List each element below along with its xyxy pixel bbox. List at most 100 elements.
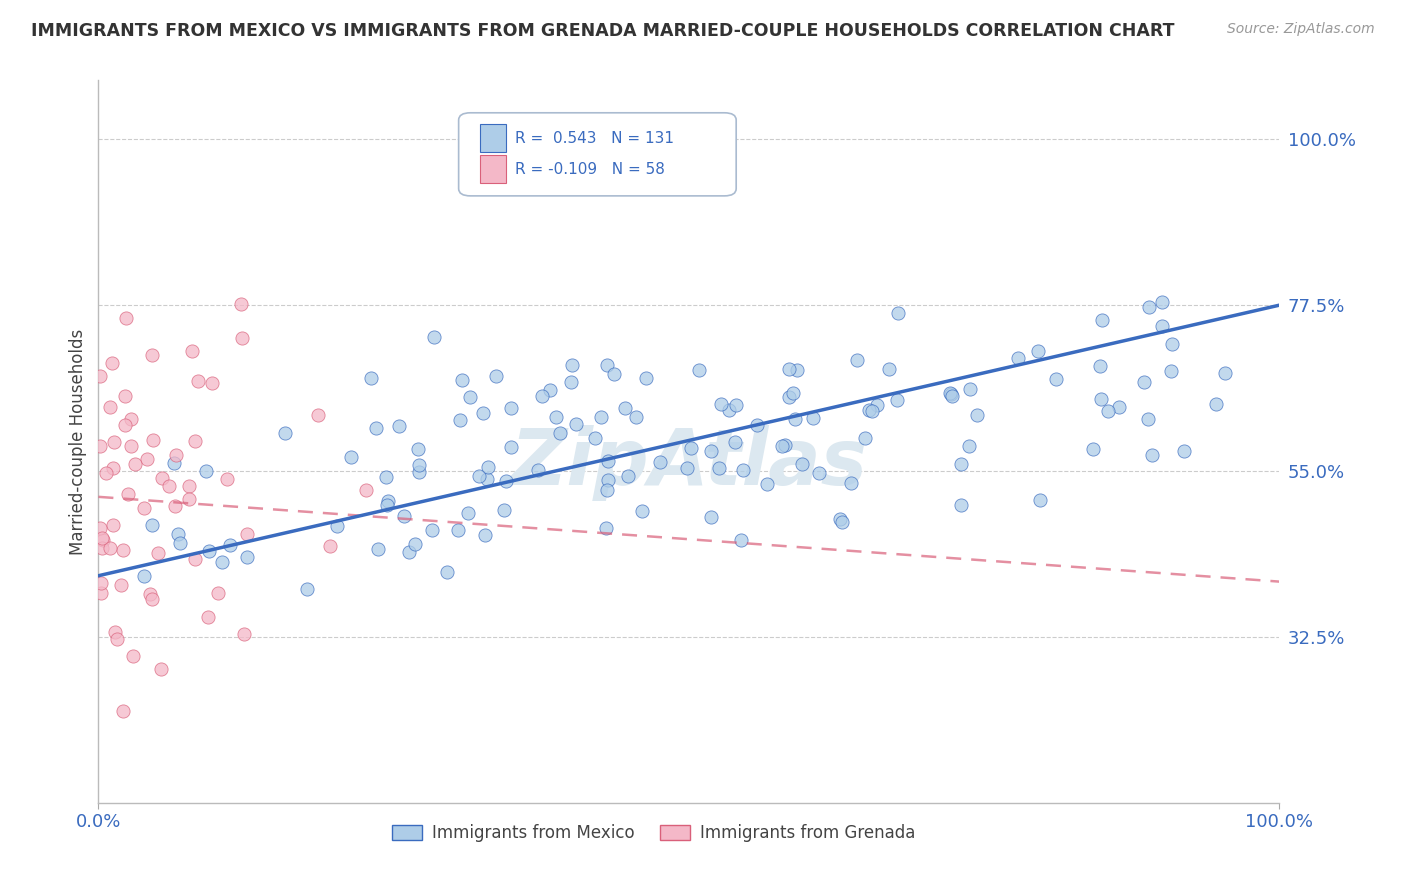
Point xyxy=(451,372,474,386)
Point xyxy=(111,543,134,558)
Point xyxy=(494,503,516,517)
Point xyxy=(1160,336,1182,351)
Point xyxy=(966,409,988,423)
Legend: Immigrants from Mexico, Immigrants from Grenada: Immigrants from Mexico, Immigrants from … xyxy=(385,817,922,848)
Point xyxy=(94,467,117,481)
Point xyxy=(198,543,221,558)
Point xyxy=(375,499,398,513)
Point xyxy=(90,586,112,600)
Point xyxy=(101,517,124,532)
Point xyxy=(114,417,136,432)
Point xyxy=(1137,301,1160,315)
Point xyxy=(157,478,180,492)
Point xyxy=(115,310,138,325)
Point xyxy=(495,474,517,488)
Point xyxy=(141,517,163,532)
Point xyxy=(367,542,389,557)
Point xyxy=(681,442,703,456)
Point xyxy=(775,438,797,452)
Point xyxy=(436,565,458,579)
Point xyxy=(1133,375,1156,389)
Point xyxy=(782,386,804,401)
Point xyxy=(340,450,363,464)
Point xyxy=(281,811,304,825)
Point xyxy=(475,473,498,487)
Point xyxy=(540,383,562,397)
Point xyxy=(949,498,972,512)
Point xyxy=(184,434,207,448)
Point xyxy=(1213,366,1236,380)
Point xyxy=(89,521,111,535)
Point xyxy=(408,442,430,457)
Point xyxy=(1150,294,1173,309)
Point xyxy=(603,367,626,381)
Point xyxy=(91,541,114,556)
Point xyxy=(792,457,814,471)
Point xyxy=(839,475,862,490)
Point xyxy=(561,358,583,372)
Point xyxy=(676,461,699,475)
Point xyxy=(866,398,889,412)
Point xyxy=(1026,343,1049,358)
Point xyxy=(858,403,880,417)
Point xyxy=(770,439,793,453)
Point xyxy=(105,632,128,646)
Text: IMMIGRANTS FROM MEXICO VS IMMIGRANTS FROM GRENADA MARRIED-COUPLE HOUSEHOLDS CORR: IMMIGRANTS FROM MEXICO VS IMMIGRANTS FRO… xyxy=(31,22,1174,40)
Text: R =  0.543   N = 131: R = 0.543 N = 131 xyxy=(516,130,675,145)
Point xyxy=(110,578,132,592)
Point xyxy=(939,386,962,401)
Point xyxy=(595,521,617,535)
Point xyxy=(112,704,135,718)
Point xyxy=(231,331,253,345)
Point xyxy=(307,408,329,422)
Point xyxy=(360,370,382,384)
Point xyxy=(91,531,114,545)
Point xyxy=(1108,400,1130,414)
FancyBboxPatch shape xyxy=(479,155,506,183)
Point xyxy=(949,457,972,471)
Point xyxy=(117,487,139,501)
Text: ZipAtlas: ZipAtlas xyxy=(510,425,868,501)
Point xyxy=(211,555,233,569)
Point xyxy=(215,472,238,486)
Point xyxy=(134,568,156,582)
Point xyxy=(169,536,191,550)
Point xyxy=(1173,443,1195,458)
Point xyxy=(201,376,224,390)
Point xyxy=(886,306,908,320)
Point xyxy=(138,587,160,601)
Point xyxy=(167,527,190,541)
Point xyxy=(177,491,200,506)
Point xyxy=(219,538,242,552)
Point xyxy=(132,501,155,516)
Point xyxy=(1091,313,1114,327)
Point xyxy=(1029,493,1052,508)
Point xyxy=(860,404,883,418)
Point xyxy=(354,483,377,497)
Point xyxy=(700,444,723,458)
Point xyxy=(232,627,254,641)
Point xyxy=(745,418,768,433)
Y-axis label: Married-couple Households: Married-couple Households xyxy=(69,328,87,555)
Point xyxy=(236,549,259,564)
Point xyxy=(398,545,420,559)
Point xyxy=(89,369,111,384)
Point xyxy=(165,448,187,462)
Point xyxy=(177,479,200,493)
Point xyxy=(477,460,499,475)
FancyBboxPatch shape xyxy=(479,124,506,152)
Point xyxy=(374,470,396,484)
Point xyxy=(707,460,730,475)
Point xyxy=(1088,359,1111,373)
Point xyxy=(408,458,430,473)
Point xyxy=(295,582,318,596)
Point xyxy=(91,533,114,547)
Point xyxy=(499,401,522,415)
Point xyxy=(828,512,851,526)
Point xyxy=(89,439,111,453)
Point xyxy=(165,500,187,514)
Point xyxy=(699,509,721,524)
Point xyxy=(104,625,127,640)
Point xyxy=(591,409,613,424)
Point xyxy=(98,541,121,556)
